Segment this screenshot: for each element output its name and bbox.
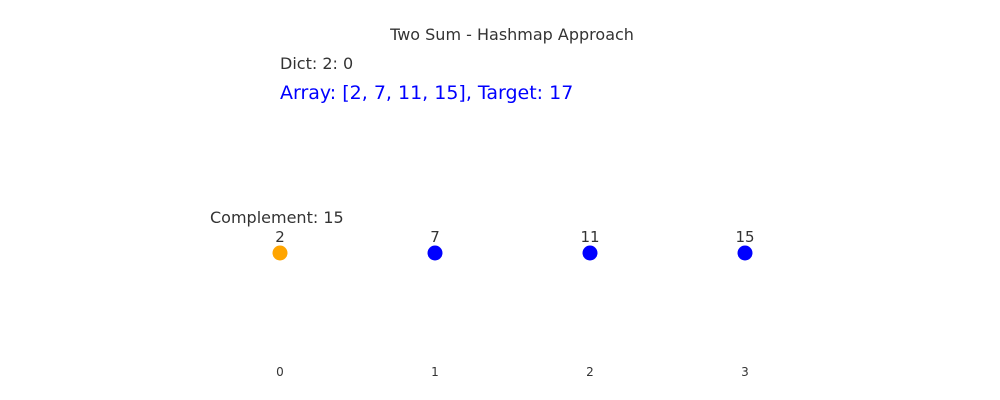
element-value-label: 11 — [580, 228, 599, 246]
current-element-point — [272, 245, 288, 261]
element-point — [737, 245, 753, 261]
complement-label: Complement: 15 — [210, 208, 344, 227]
element-index-label: 2 — [586, 365, 594, 379]
element-point — [582, 245, 598, 261]
element-value-label: 7 — [430, 228, 440, 246]
diagram-title: Two Sum - Hashmap Approach — [389, 25, 634, 44]
element-point — [427, 245, 443, 261]
array-target-label: Array: [2, 7, 11, 15], Target: 17 — [280, 82, 573, 104]
element-index-label: 1 — [431, 365, 439, 379]
element-index-label: 3 — [741, 365, 749, 379]
element-index-label: 0 — [276, 365, 284, 379]
element-value-label: 2 — [275, 228, 285, 246]
dict-state-label: Dict: 2: 0 — [280, 54, 353, 73]
element-value-label: 15 — [735, 228, 754, 246]
